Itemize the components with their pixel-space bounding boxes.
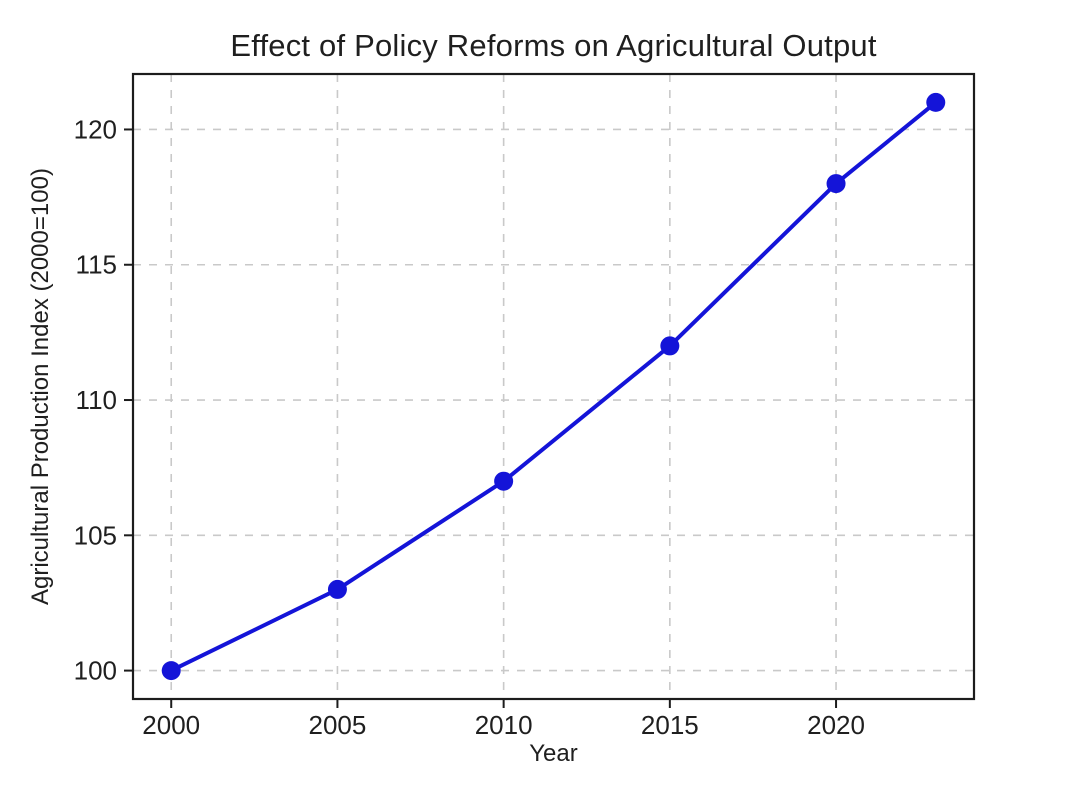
- chart-title: Effect of Policy Reforms on Agricultural…: [230, 28, 877, 63]
- data-point: [161, 661, 181, 681]
- data-point: [826, 174, 846, 194]
- data-point: [660, 336, 680, 356]
- plot-border: [131, 72, 976, 701]
- data-point: [327, 579, 347, 599]
- y-tick-label: 100: [74, 656, 117, 686]
- data-line: [169, 100, 938, 673]
- data-point: [926, 92, 946, 112]
- x-tick-label: 2005: [309, 710, 367, 740]
- data-point: [494, 471, 514, 491]
- x-tick-label: 2010: [475, 710, 533, 740]
- y-tick-label: 120: [74, 114, 117, 144]
- y-tick-label: 105: [74, 520, 117, 550]
- x-axis-label: Year: [529, 740, 578, 767]
- y-tick-label: 115: [76, 250, 117, 280]
- y-tick-label: 110: [76, 385, 117, 415]
- x-tick-label: 2000: [142, 710, 200, 740]
- x-tick-label: 2020: [807, 710, 865, 740]
- x-tick-label: 2015: [641, 710, 699, 740]
